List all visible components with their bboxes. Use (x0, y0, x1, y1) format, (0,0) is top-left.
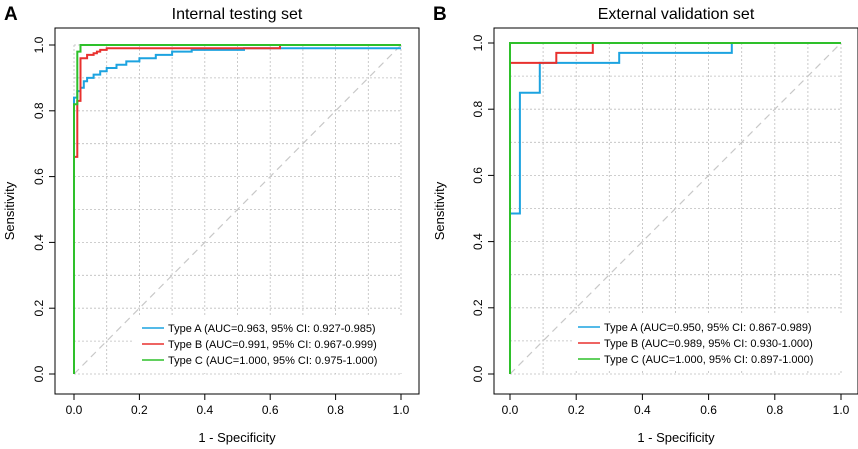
y-tick-label: 0.2 (471, 299, 485, 316)
legend-entry-type-c: Type C (AUC=1.000, 95% CI: 0.897-1.000) (604, 354, 813, 366)
y-axis-ticks: 0.0 0.2 0.4 0.6 0.8 1.0 (32, 36, 55, 382)
y-tick-label: 0.8 (32, 102, 46, 119)
legend-entry-type-a: Type A (AUC=0.963, 95% CI: 0.927-0.985) (168, 323, 376, 335)
y-tick-label: 1.0 (32, 36, 46, 53)
panel-b: B External validation set 0.0 0.2 0.4 0.6 0.… (432, 4, 858, 445)
legend-entry-type-b: Type B (AUC=0.989, 95% CI: 0.930-1.000) (604, 338, 813, 350)
y-tick-label: 0.0 (471, 365, 485, 382)
y-tick-label: 0.2 (32, 300, 46, 317)
reference-diagonal (73, 44, 402, 375)
x-tick-label: 0.6 (700, 403, 717, 417)
reference-diagonal (509, 42, 842, 375)
x-tick-label: 0.0 (66, 403, 83, 417)
series-group (73, 44, 401, 374)
legend-entry-type-b: Type B (AUC=0.991, 95% CI: 0.967-0.999) (168, 339, 377, 351)
x-tick-label: 1.0 (833, 403, 850, 417)
legend-background (134, 316, 414, 372)
x-tick-label: 0.8 (766, 403, 783, 417)
x-tick-label: 0.2 (131, 403, 148, 417)
x-tick-label: 0.8 (327, 403, 344, 417)
x-tick-label: 0.6 (262, 403, 279, 417)
roc-curve-type-c (509, 42, 841, 374)
y-tick-label: 1.0 (471, 34, 485, 51)
y-tick-label: 0.4 (32, 234, 46, 251)
x-axis-ticks: 0.0 0.2 0.4 0.6 0.8 1.0 (66, 394, 410, 417)
panel-a: A Internal testing set 0.0 0.2 0.4 0.6 0.8 1.… (2, 4, 420, 445)
chart-title: External validation set (598, 6, 755, 23)
legend-entry-type-c: Type C (AUC=1.000, 95% CI: 0.975-1.000) (168, 355, 377, 367)
y-axis-label: Sensitivity (2, 181, 17, 240)
x-tick-label: 1.0 (393, 403, 410, 417)
y-tick-label: 0.4 (471, 233, 485, 250)
panel-label: A (4, 4, 18, 25)
x-tick-label: 0.2 (568, 403, 585, 417)
x-axis-label: 1 - Specificity (198, 430, 276, 445)
plot-frame (493, 27, 858, 395)
y-tick-label: 0.6 (32, 168, 46, 185)
series-group (509, 42, 841, 374)
legend-background (573, 315, 853, 371)
chart-title: Internal testing set (172, 6, 303, 23)
x-axis-ticks: 0.0 0.2 0.4 0.6 0.8 1.0 (502, 394, 850, 417)
roc-curve-type-c (73, 44, 401, 374)
y-tick-label: 0.8 (471, 101, 485, 118)
x-tick-label: 0.4 (634, 403, 651, 417)
x-tick-label: 0.4 (196, 403, 213, 417)
y-tick-label: 0.0 (32, 365, 46, 382)
x-axis-label: 1 - Specificity (637, 430, 715, 445)
legend: Type A (AUC=0.950, 95% CI: 0.867-0.989) … (573, 315, 853, 371)
legend-entry-type-a: Type A (AUC=0.950, 95% CI: 0.867-0.989) (604, 322, 812, 334)
panel-label: B (433, 4, 447, 25)
y-axis-label: Sensitivity (432, 181, 447, 240)
y-axis-ticks: 0.0 0.2 0.4 0.6 0.8 1.0 (471, 34, 494, 382)
plot-frame (54, 27, 420, 395)
x-tick-label: 0.0 (502, 403, 519, 417)
y-tick-label: 0.6 (471, 167, 485, 184)
legend: Type A (AUC=0.963, 95% CI: 0.927-0.985) … (134, 316, 414, 372)
